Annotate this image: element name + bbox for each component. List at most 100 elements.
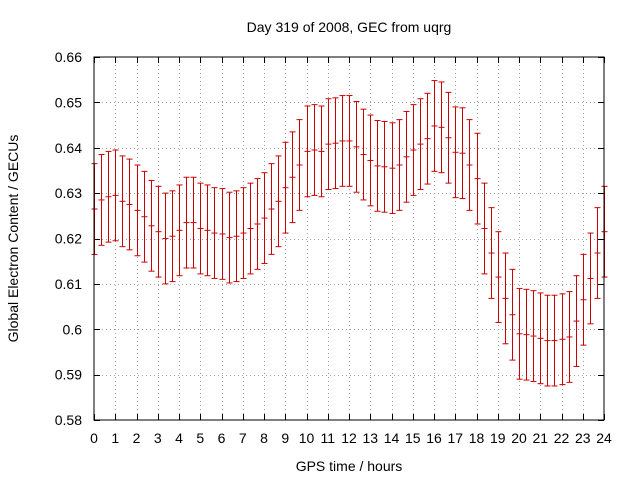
error-bar-point — [431, 80, 438, 172]
x-tick-label: 22 — [554, 430, 570, 446]
y-tick-label: 0.62 — [55, 231, 82, 247]
error-bar-point — [417, 98, 424, 190]
error-bar-point — [197, 182, 204, 275]
y-tick-label: 0.64 — [55, 140, 82, 156]
error-bar-point — [459, 107, 466, 200]
error-bar-point — [516, 287, 523, 380]
y-tick-labels: 0.58 0.59 0.6 0.61 0.62 0.63 0.64 0.65 0.66 — [55, 49, 82, 428]
error-bar-point — [445, 91, 452, 184]
y-tick-label: 0.66 — [55, 49, 82, 65]
error-bar-point — [183, 176, 190, 269]
error-bar-point — [474, 132, 481, 225]
error-bar-point — [466, 119, 473, 211]
error-bar-point — [488, 207, 495, 299]
y-tick-label: 0.58 — [55, 412, 82, 428]
error-bar-point — [233, 190, 240, 283]
x-tick-label: 13 — [362, 430, 378, 446]
x-tick-label: 0 — [90, 430, 98, 446]
x-tick-label: 10 — [299, 430, 315, 446]
error-bar-point — [452, 106, 459, 199]
error-bar-point — [339, 95, 346, 187]
x-tick-label: 24 — [596, 430, 612, 446]
error-bar-point — [580, 253, 587, 346]
x-tick-label: 11 — [320, 430, 335, 446]
y-tick-label: 0.61 — [55, 276, 82, 292]
x-tick-label: 15 — [405, 430, 421, 446]
error-bar-point — [537, 292, 544, 385]
error-bar-point — [346, 95, 353, 187]
x-tick-label: 23 — [575, 430, 591, 446]
error-bar-point — [219, 188, 226, 280]
x-tick-label: 19 — [490, 430, 506, 446]
error-bar-point — [268, 163, 275, 255]
error-bar-point — [141, 170, 148, 263]
x-axis-label: GPS time / hours — [296, 458, 403, 474]
error-bar-point — [374, 120, 381, 212]
error-bar-point — [381, 120, 388, 213]
error-bar-point — [304, 105, 311, 198]
error-bar-point — [332, 97, 339, 190]
error-bar-point — [544, 294, 551, 387]
y-tick-label: 0.63 — [55, 185, 82, 201]
error-bar-point — [410, 104, 417, 196]
error-bar-point — [551, 294, 558, 387]
x-tick-label: 5 — [196, 430, 204, 446]
axis-ticks — [94, 57, 605, 421]
error-bar-point — [296, 119, 303, 211]
x-tick-label: 20 — [511, 430, 527, 446]
error-bar-point — [389, 122, 396, 215]
error-bar-point — [502, 252, 509, 345]
error-bar-point — [495, 231, 502, 323]
error-bar-point — [424, 92, 431, 185]
x-tick-label: 16 — [426, 430, 442, 446]
x-tick-label: 8 — [260, 430, 268, 446]
error-bar-point — [282, 141, 289, 234]
error-bar-point — [204, 184, 211, 277]
y-tick-label: 0.6 — [63, 321, 83, 337]
error-bar-point — [289, 131, 296, 224]
error-bar-point — [587, 232, 594, 325]
error-bar-point — [325, 98, 332, 190]
error-bar-point — [247, 182, 254, 275]
error-bar-point — [566, 291, 573, 383]
error-bar-point — [403, 110, 410, 203]
error-bar-point — [240, 187, 247, 279]
error-bar-point — [396, 119, 403, 211]
error-bar-point — [211, 187, 218, 279]
error-bar-point — [481, 182, 488, 275]
error-bar-point — [311, 104, 318, 196]
error-bar-point — [162, 192, 169, 285]
x-tick-label: 18 — [469, 430, 485, 446]
error-bar-point — [523, 288, 530, 381]
x-tick-label: 2 — [133, 430, 141, 446]
chart-title: Day 319 of 2008, GEC from uqrg — [247, 19, 452, 35]
error-bar-point — [573, 275, 580, 367]
x-tick-label: 7 — [239, 430, 247, 446]
x-tick-label: 9 — [281, 430, 289, 446]
error-bar-point — [155, 185, 162, 278]
error-bar-point — [254, 178, 261, 270]
x-tick-label: 12 — [341, 430, 357, 446]
error-bar-point — [318, 105, 325, 198]
error-bar-point — [367, 114, 374, 207]
error-bar-point — [530, 290, 537, 382]
error-bar-point — [353, 100, 360, 193]
error-bar-point — [134, 164, 141, 257]
error-bar-point — [112, 149, 119, 242]
error-bar-point — [148, 179, 155, 272]
error-bar-point — [126, 158, 133, 251]
error-bar-point — [176, 184, 183, 277]
x-tick-labels: 0 1 2 3 4 5 6 7 8 9 10 11 12 13 14 15 16 17 18 19 20 21 22 23 24 — [90, 430, 612, 446]
x-tick-label: 3 — [154, 430, 162, 446]
error-bar-point — [559, 293, 566, 386]
error-bar-point — [275, 155, 282, 248]
error-bar-point — [360, 108, 367, 201]
x-tick-label: 4 — [175, 430, 183, 446]
error-bar-point — [105, 150, 112, 243]
error-bar-point — [438, 81, 445, 174]
error-bar-point — [509, 268, 516, 361]
x-tick-label: 14 — [384, 430, 400, 446]
error-bar-point — [98, 154, 105, 246]
